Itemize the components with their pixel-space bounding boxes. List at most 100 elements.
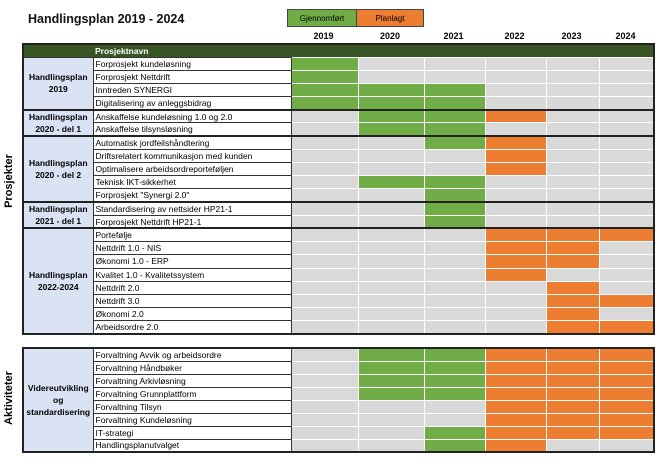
- status-cell-2022-planned: [484, 412, 547, 427]
- status-cell-2022: [484, 293, 547, 309]
- status-cell-2023-planned: [545, 254, 600, 269]
- status-cell-2022-planned: [484, 386, 547, 401]
- status-cell-2024: [598, 307, 655, 322]
- status-cell-2019: [290, 148, 359, 164]
- table-row: Forprosjekt Nettdrift HP21-1: [23, 214, 655, 230]
- status-cell-2021-done: [423, 96, 486, 111]
- status-cell-2024: [598, 280, 655, 295]
- status-cell-2022-planned: [484, 227, 547, 243]
- row-name: Kvalitet 1.0 - Kvalitetssystem: [92, 267, 292, 282]
- row-name: IT-strategi: [92, 425, 292, 440]
- status-cell-2019: [290, 307, 359, 322]
- status-cell-2021: [423, 148, 486, 164]
- status-cell-2020: [357, 161, 425, 177]
- status-cell-2021-done: [423, 214, 486, 230]
- status-cell-2021-done: [423, 425, 486, 440]
- table-row: Handlingsplan 2021 - del 1 Standardiserin…: [22, 201, 655, 230]
- row-name: Anskaffelse tilsynsløsning: [92, 122, 292, 138]
- status-cell-2022-planned: [484, 254, 547, 269]
- status-cell-2021-done: [423, 373, 486, 388]
- table-row: Arbeidsordre 2.0: [23, 320, 655, 335]
- row-name: Økonomi 2.0: [92, 307, 292, 322]
- status-cell-2023: [545, 69, 600, 84]
- status-cell-2019: [290, 320, 359, 335]
- table-row: Handlingsplanutvalget: [23, 438, 655, 453]
- table-row: Handlingsplan 2022-2024 Portefølje: [22, 227, 655, 335]
- table-row: Teknisk IKT-sikkerhet: [23, 175, 655, 190]
- status-cell-2023-planned: [545, 412, 600, 427]
- status-cell-2019: [290, 386, 359, 401]
- status-cell-2023: [545, 438, 600, 453]
- status-cell-2024: [598, 214, 655, 230]
- status-cell-2022-planned: [484, 109, 547, 124]
- status-cell-2019: [290, 412, 359, 427]
- status-cell-2022-planned: [484, 373, 547, 388]
- status-cell-2024: [598, 161, 655, 177]
- row-name: Forprosjekt Nettdrift: [92, 69, 292, 84]
- status-cell-2019: [290, 109, 359, 124]
- status-cell-2019: [290, 425, 359, 440]
- status-cell-2020: [357, 148, 425, 164]
- table-row: Forvaltning Arkivløsning: [23, 373, 655, 388]
- status-cell-2022-planned: [484, 347, 547, 362]
- status-cell-2019: [290, 214, 359, 230]
- status-cell-2022-planned: [484, 241, 547, 256]
- row-name: Portefølje: [92, 227, 292, 243]
- status-cell-2022-planned: [484, 135, 547, 150]
- row-name: Nettdrift 2.0: [92, 280, 292, 295]
- status-cell-2021: [423, 280, 486, 295]
- status-cell-2020: [357, 412, 425, 427]
- section-label-aktiviteter: Aktiviteter: [3, 371, 15, 425]
- status-cell-2020: [357, 227, 425, 243]
- status-cell-2020: [357, 201, 425, 216]
- row-name: Handlingsplanutvalget: [92, 438, 292, 453]
- status-cell-2023-planned: [545, 320, 600, 335]
- status-cell-2019: [290, 201, 359, 216]
- row-name: Forprosjekt kundeløsning: [92, 56, 292, 71]
- table-row: Digitalisering av anleggsbidrag: [23, 96, 655, 111]
- row-name: Forvaltning Håndbøker: [92, 360, 292, 375]
- status-cell-2021-done: [423, 122, 486, 138]
- status-cell-2021: [423, 293, 486, 309]
- legend-planned: Planlagt: [356, 9, 424, 27]
- table-row: Forvaltning Grunnplattform: [23, 386, 655, 401]
- status-cell-2020: [357, 320, 425, 335]
- status-cell-2019: [290, 175, 359, 190]
- status-cell-2020-done: [357, 347, 425, 362]
- table-row: Driftsrelatert kommunikasjon med kunden: [23, 148, 655, 164]
- status-cell-2019-done: [290, 69, 359, 84]
- status-cell-2024-planned: [598, 293, 655, 309]
- status-cell-2019: [290, 241, 359, 256]
- table-row: Videreutvikling og standardisering Forval…: [22, 347, 655, 453]
- table-row: Nettdrift 1.0 - NIS: [23, 241, 655, 256]
- status-cell-2024: [598, 96, 655, 111]
- status-cell-2020: [357, 280, 425, 295]
- section-label-prosjekter: Prosjekter: [3, 154, 15, 208]
- table-row: Kvalitet 1.0 - Kvalitetssystem: [23, 267, 655, 282]
- status-cell-2023: [545, 201, 600, 216]
- status-cell-2020-done: [357, 360, 425, 375]
- table-row: Økonomi 1.0 - ERP: [23, 254, 655, 269]
- year-header-2024: 2024: [615, 31, 636, 41]
- status-cell-2024: [598, 82, 655, 98]
- row-name: Forprosjekt Nettdrift HP21-1: [92, 214, 292, 230]
- status-cell-2019: [290, 399, 359, 414]
- status-cell-2023: [545, 122, 600, 138]
- table-row: Handlingsplan 2020 - del 2 Automatisk jor…: [22, 135, 655, 204]
- row-name: Anskaffelse kundeløsning 1.0 og 2.0: [92, 109, 292, 124]
- status-cell-2019: [290, 122, 359, 138]
- status-cell-2024: [598, 267, 655, 282]
- group-label: Handlingsplan 2022-2024: [22, 227, 94, 335]
- status-cell-2020-done: [357, 122, 425, 138]
- row-name: Teknisk IKT-sikkerhet: [92, 175, 292, 190]
- status-cell-2020: [357, 399, 425, 414]
- status-cell-2019: [290, 360, 359, 375]
- status-cell-2024-planned: [598, 373, 655, 388]
- status-cell-2024: [598, 175, 655, 190]
- row-name: Arbeidsordre 2.0: [92, 320, 292, 335]
- status-cell-2024: [598, 438, 655, 453]
- row-name: Forprosjekt "Synergi 2.0": [92, 188, 292, 204]
- status-cell-2024: [598, 241, 655, 256]
- header-project-name: Prosjektnavn: [93, 44, 655, 57]
- status-cell-2020: [357, 214, 425, 230]
